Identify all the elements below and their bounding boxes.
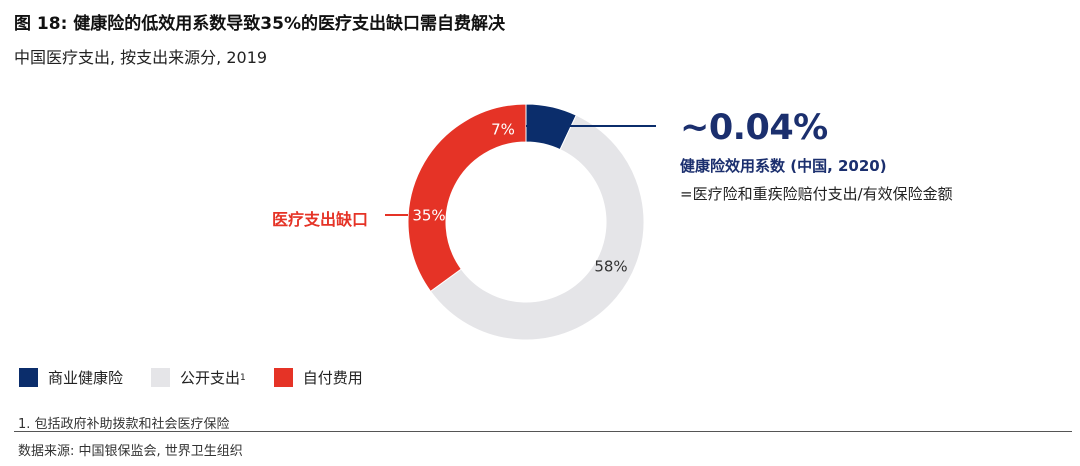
legend-swatch [151, 368, 171, 387]
legend-item-commercial-insurance: 商业健康险 [19, 367, 123, 388]
footnote: 1. 包括政府补助拨款和社会医疗保险 [18, 417, 230, 432]
page-title: 图 18: 健康险的低效用系数导致35%的医疗支出缺口需自费解决 [14, 14, 505, 34]
legend-swatch [19, 368, 38, 387]
legend-swatch [273, 368, 293, 387]
utility-coefficient-value: ~0.04% [680, 108, 828, 148]
legend-label: 自付费用 [302, 369, 363, 387]
legend-item-out-of-pocket: 自付费用 [273, 367, 363, 388]
slice-label-0: 7% [491, 121, 515, 139]
legend-item-public-spending: 公开支出 1 [151, 367, 246, 388]
gap-annotation: 医疗支出缺口 [272, 210, 369, 229]
legend-footnote-marker: 1 [240, 372, 246, 383]
legend-label: 商业健康险 [48, 369, 124, 387]
chart-legend: 商业健康险 公开支出 1 自付费用 [19, 367, 391, 388]
chart-subtitle: 中国医疗支出, 按支出来源分, 2019 [14, 48, 268, 67]
utility-coefficient-formula: =医疗险和重疾险赔付支出/有效保险金额 [680, 185, 953, 203]
donut-slice-1 [429, 114, 645, 341]
divider [14, 431, 1072, 432]
data-source: 数据来源: 中国银保监会, 世界卫生组织 [18, 444, 243, 459]
utility-coefficient-label: 健康险效用系数 (中国, 2020) [680, 157, 887, 175]
slice-label-1: 58% [594, 258, 627, 276]
slice-label-2: 35% [412, 207, 445, 225]
donut-slice-2 [407, 103, 527, 293]
legend-label: 公开支出 [180, 369, 241, 387]
